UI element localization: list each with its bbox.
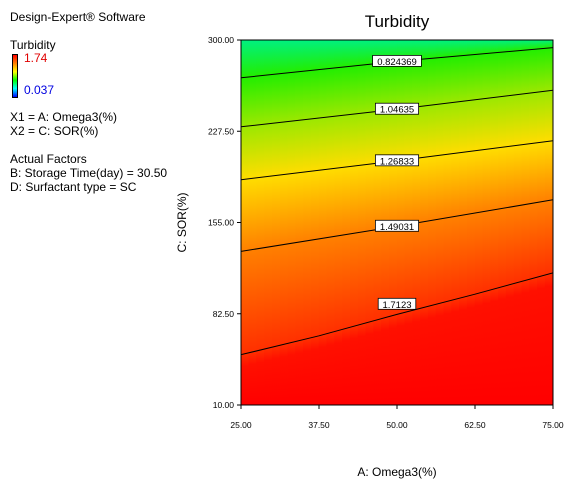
fill-column (326, 40, 335, 405)
contour-line (241, 272, 553, 356)
fill-column (279, 40, 289, 405)
actual-factors-heading: Actual Factors (10, 152, 87, 166)
y-tick-label: 300.00 (208, 35, 234, 45)
fill-column (513, 40, 523, 405)
actual-factor-d: D: Surfactant type = SC (10, 180, 137, 194)
x-tick-label: 62.50 (464, 420, 486, 430)
contour-label: 1.49031 (380, 222, 414, 233)
fill-column (342, 40, 351, 405)
fill-column (537, 40, 546, 405)
actual-factor-b: B: Storage Time(day) = 30.50 (10, 166, 168, 180)
legend-response-name: Turbidity (10, 38, 56, 52)
fill-column (498, 40, 507, 405)
fill-column (435, 40, 445, 405)
legend-low-value: 0.037 (24, 83, 55, 97)
fill-column (303, 40, 312, 405)
fill-column (521, 40, 530, 405)
fill-column (318, 40, 328, 405)
contour-labels: 0.824369 1.04635 1.26833 1.49031 1.7123 (372, 54, 422, 311)
fill-column (248, 40, 257, 405)
contour-label: 1.04635 (380, 105, 414, 116)
fill-column (482, 40, 491, 405)
factor-x2: X2 = C: SOR(%) (10, 124, 99, 138)
y-tick-label: 82.50 (213, 309, 235, 319)
y-tick-label: 227.50 (208, 126, 234, 136)
fill-column (505, 40, 515, 405)
axes: 25.00 37.50 50.00 62.50 75.00 10.00 82.50 155.0… (208, 35, 564, 430)
fill-column (357, 40, 367, 405)
fill-column (365, 40, 374, 405)
y-tick-label: 155.00 (208, 218, 234, 228)
fill-column (349, 40, 359, 405)
contour-label-box (374, 154, 419, 167)
x-tick-label: 50.00 (386, 420, 408, 430)
fill-column (459, 40, 468, 405)
fill-column (240, 40, 250, 405)
color-scale-bar (12, 54, 18, 98)
color-legend: 1.74 0.037 (10, 51, 210, 100)
fill-column (310, 40, 320, 405)
contour-label-box (374, 102, 419, 115)
contour-label-box (377, 297, 417, 310)
chart-title: Turbidity (365, 12, 430, 31)
y-axis-label: C: SOR(%) (175, 192, 189, 252)
x-tick-label: 25.00 (230, 420, 252, 430)
fill-column (427, 40, 437, 405)
fill-column (287, 40, 296, 405)
contour-label-box (374, 219, 419, 232)
fill-column (295, 40, 304, 405)
contour-label: 1.7123 (382, 300, 411, 311)
contour-label: 0.824369 (377, 57, 417, 68)
legend-high-value: 1.74 (24, 51, 48, 65)
software-label: Design-Expert® Software (10, 10, 146, 24)
fill-column (474, 40, 484, 405)
fill-column (420, 40, 429, 405)
sidebar-info: Design-Expert® Software Turbidity 1.74 0… (10, 10, 210, 194)
fill-column (256, 40, 265, 405)
fill-column (334, 40, 343, 405)
fill-column (264, 40, 273, 405)
x-tick-label: 75.00 (542, 420, 564, 430)
factor-x1: X1 = A: Omega3(%) (10, 110, 118, 124)
fill-column (451, 40, 460, 405)
fill-column (490, 40, 499, 405)
fill-column (271, 40, 281, 405)
fill-column (544, 40, 554, 405)
contour-label: 1.26833 (380, 156, 414, 167)
fill-column (529, 40, 538, 405)
contour-label-box (372, 54, 422, 67)
fill-column (443, 40, 452, 405)
fill-column (466, 40, 476, 405)
x-tick-label: 37.50 (308, 420, 330, 430)
y-tick-label: 10.00 (213, 400, 235, 410)
x-axis-label: A: Omega3(%) (357, 465, 436, 479)
